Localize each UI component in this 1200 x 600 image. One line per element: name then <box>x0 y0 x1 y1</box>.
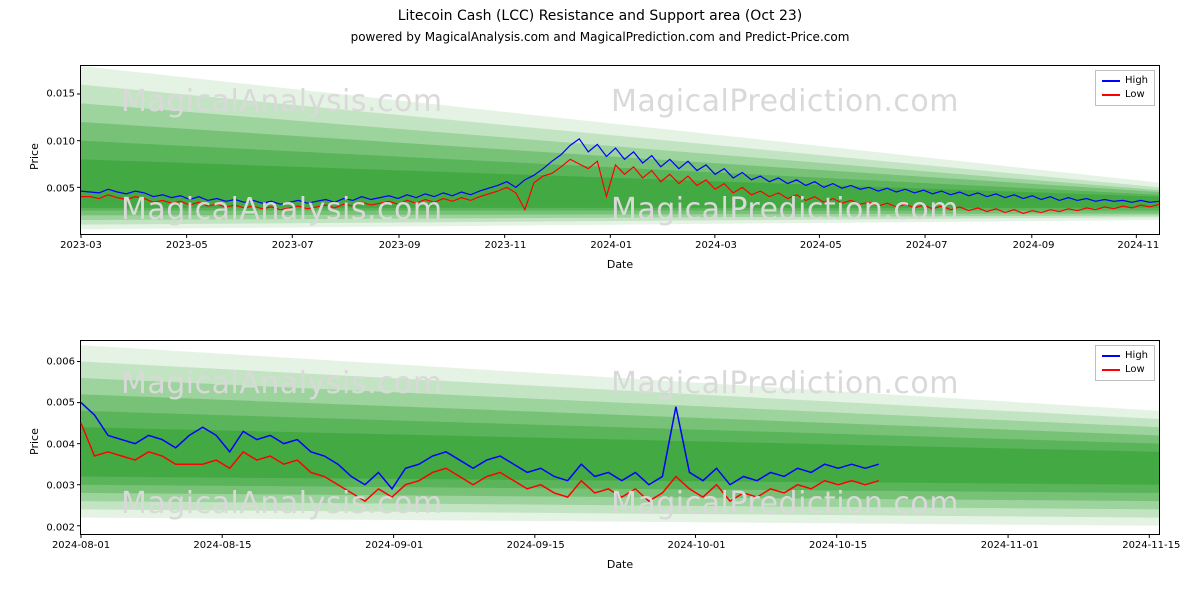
chart-top: MagicalAnalysis.com MagicalPrediction.co… <box>80 65 1160 235</box>
xtick: 2024-09 <box>1013 234 1055 251</box>
xtick: 2024-11-01 <box>981 534 1039 551</box>
xtick: 2024-09-15 <box>507 534 565 551</box>
xtick: 2023-07 <box>272 234 314 251</box>
ytick: 0.003 <box>46 481 81 492</box>
legend-item-low: Low <box>1102 88 1148 102</box>
xtick: 2024-10-15 <box>809 534 867 551</box>
chart-bottom-ylabel: Price <box>28 428 41 455</box>
legend-label-low: Low <box>1125 88 1145 102</box>
legend-swatch-low-2 <box>1102 369 1120 371</box>
legend-label-high-2: High <box>1125 349 1148 363</box>
chart-top-svg <box>81 66 1159 234</box>
xtick: 2024-11 <box>1117 234 1159 251</box>
xtick: 2023-03 <box>60 234 102 251</box>
ytick: 0.005 <box>46 183 81 194</box>
xtick: 2024-10-01 <box>668 534 726 551</box>
xtick: 2023-05 <box>166 234 208 251</box>
legend-bottom: High Low <box>1095 345 1155 381</box>
ytick: 0.015 <box>46 89 81 100</box>
xtick: 2024-09-01 <box>365 534 423 551</box>
legend-item-high-2: High <box>1102 349 1148 363</box>
xtick: 2024-01 <box>590 234 632 251</box>
legend-item-low-2: Low <box>1102 363 1148 377</box>
ytick: 0.010 <box>46 136 81 147</box>
xtick: 2023-11 <box>485 234 527 251</box>
legend-swatch-high <box>1102 80 1120 82</box>
chart-bottom-svg <box>81 341 1159 534</box>
chart-top-ylabel: Price <box>28 143 41 170</box>
legend-item-high: High <box>1102 74 1148 88</box>
xtick: 2024-07 <box>906 234 948 251</box>
legend-label-high: High <box>1125 74 1148 88</box>
legend-label-low-2: Low <box>1125 363 1145 377</box>
chart-bottom-xlabel: Date <box>80 558 1160 571</box>
legend-swatch-low <box>1102 94 1120 96</box>
ytick: 0.006 <box>46 356 81 367</box>
xtick: 2024-08-15 <box>193 534 251 551</box>
legend-swatch-high-2 <box>1102 355 1120 357</box>
figure: Litecoin Cash (LCC) Resistance and Suppo… <box>0 0 1200 600</box>
xtick: 2024-11-15 <box>1122 534 1180 551</box>
ytick: 0.002 <box>46 522 81 533</box>
figure-subtitle: powered by MagicalAnalysis.com and Magic… <box>0 30 1200 44</box>
legend-top: High Low <box>1095 70 1155 106</box>
xtick: 2024-08-01 <box>52 534 110 551</box>
xtick: 2024-03 <box>695 234 737 251</box>
ytick: 0.005 <box>46 398 81 409</box>
chart-bottom: MagicalAnalysis.com MagicalPrediction.co… <box>80 340 1160 535</box>
figure-title: Litecoin Cash (LCC) Resistance and Suppo… <box>0 8 1200 24</box>
xtick: 2023-09 <box>379 234 421 251</box>
chart-top-xlabel: Date <box>80 258 1160 271</box>
ytick: 0.004 <box>46 439 81 450</box>
xtick: 2024-05 <box>800 234 842 251</box>
